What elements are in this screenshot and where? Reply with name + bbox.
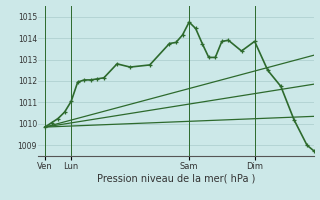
X-axis label: Pression niveau de la mer( hPa ): Pression niveau de la mer( hPa ): [97, 173, 255, 183]
